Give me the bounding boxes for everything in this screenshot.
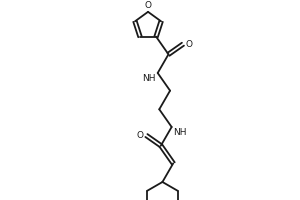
Text: NH: NH <box>142 74 156 83</box>
Text: O: O <box>136 131 143 140</box>
Text: O: O <box>145 1 152 10</box>
Text: NH: NH <box>174 128 187 137</box>
Text: O: O <box>186 40 193 49</box>
